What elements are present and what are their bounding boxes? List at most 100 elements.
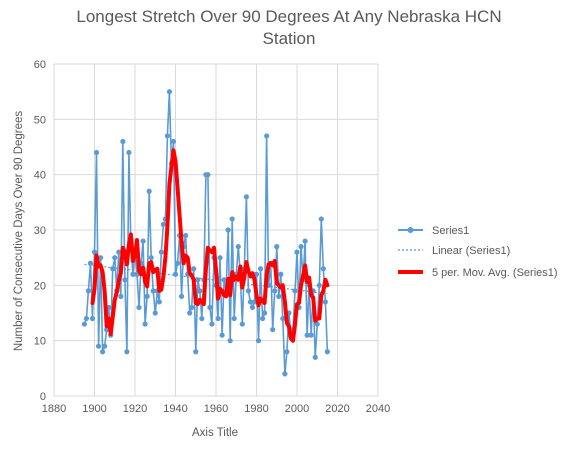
series1-point xyxy=(243,194,249,200)
series1-point xyxy=(308,332,314,338)
series1-point xyxy=(130,271,136,277)
legend-item-moving-average: 5 per. Mov. Avg. (Series1) xyxy=(398,267,558,279)
legend: Series1 Linear (Series1) 5 per. Mov. Avg… xyxy=(398,225,558,279)
y-tick-label: 10 xyxy=(34,336,46,348)
series1-point xyxy=(284,349,290,355)
x-tick-label: 2040 xyxy=(366,403,390,415)
series1-point xyxy=(118,293,124,299)
series1-point xyxy=(140,238,146,244)
series1-point xyxy=(172,271,179,277)
chart-title-line-1: Longest Stretch Over 90 Degrees At Any N… xyxy=(76,7,501,26)
series1-point xyxy=(209,321,215,327)
series1-point xyxy=(158,249,164,255)
series1-point xyxy=(282,371,288,377)
series1-point xyxy=(174,260,181,266)
series1-point xyxy=(199,315,205,322)
y-axis-title: Number of Consecutive Days Over 90 Degre… xyxy=(13,111,25,352)
series1-point xyxy=(126,149,132,156)
series1-point xyxy=(193,349,199,355)
x-tick-label: 2020 xyxy=(325,403,349,415)
series1-point xyxy=(81,321,87,327)
series1-point xyxy=(270,327,276,333)
x-tick-label: 1940 xyxy=(163,403,187,415)
series1-point xyxy=(316,282,322,288)
series1-point xyxy=(239,321,245,327)
y-tick-label: 50 xyxy=(34,114,46,126)
series1-point xyxy=(302,238,308,244)
series1-point xyxy=(231,315,237,322)
series1-point xyxy=(195,277,201,283)
series1-point xyxy=(87,260,94,266)
series1-point xyxy=(292,288,298,294)
series1-point xyxy=(146,188,152,194)
legend-series1-marker xyxy=(407,227,414,233)
series1-point xyxy=(112,255,118,261)
series1-point xyxy=(298,244,304,250)
series1-point xyxy=(189,304,195,311)
series1-point xyxy=(110,266,116,272)
series1-point xyxy=(95,343,102,349)
series1-point xyxy=(83,315,89,322)
series1-point xyxy=(93,149,100,156)
series1-point xyxy=(120,138,126,145)
series1-point xyxy=(221,277,227,283)
chart-title-line-2: Station xyxy=(263,29,316,48)
series1-point xyxy=(257,266,264,272)
x-tick-label: 1980 xyxy=(244,403,268,415)
series1-point xyxy=(170,138,177,145)
series1-point xyxy=(166,89,173,95)
series1-point xyxy=(255,338,262,344)
series1-point xyxy=(148,255,154,261)
series1-point xyxy=(205,172,211,178)
series1-point xyxy=(229,216,235,222)
moving-average-layer xyxy=(90,148,330,343)
legend-series1-label: Series1 xyxy=(432,225,469,237)
series1-point xyxy=(89,315,96,322)
series1-point xyxy=(144,293,150,299)
series1-point xyxy=(304,332,310,338)
series1-point xyxy=(122,277,128,283)
series1-point xyxy=(324,349,330,355)
series1-point xyxy=(85,288,92,294)
x-tick-label: 1920 xyxy=(123,403,147,415)
legend-item-linear: Linear (Series1) xyxy=(398,245,510,257)
series1-point xyxy=(259,315,266,322)
series1-point xyxy=(235,244,241,250)
y-tick-label: 20 xyxy=(34,280,46,292)
series1-point xyxy=(102,343,108,349)
series1-point xyxy=(191,266,197,272)
series1-point xyxy=(227,338,233,344)
series1-point xyxy=(142,321,148,327)
series1-point xyxy=(152,310,158,316)
series1-point xyxy=(272,288,278,294)
series1-point xyxy=(225,227,231,233)
series1-point xyxy=(183,232,189,239)
series1-point xyxy=(207,304,213,311)
series1-point xyxy=(312,354,318,360)
x-tick-label: 2000 xyxy=(285,403,309,415)
y-tick-label: 30 xyxy=(34,225,46,237)
y-axis-ticks: 0 10 20 30 40 50 60 xyxy=(34,59,46,403)
series1-point xyxy=(197,288,203,294)
series1-point xyxy=(219,332,225,338)
series1-point xyxy=(318,216,324,222)
series1-point xyxy=(262,310,268,316)
series1-point xyxy=(91,249,98,255)
series1-point xyxy=(100,349,106,355)
series1-point xyxy=(217,255,223,261)
series1-point xyxy=(320,266,326,272)
series1-point xyxy=(276,293,282,299)
series1-point xyxy=(245,288,251,294)
series1-point xyxy=(215,315,221,322)
series1-point xyxy=(136,304,142,311)
series1-point xyxy=(294,249,300,255)
series1-point xyxy=(274,244,280,250)
series1-point xyxy=(164,133,170,139)
series1-point xyxy=(314,321,320,327)
series1-point xyxy=(247,299,254,305)
y-tick-label: 60 xyxy=(34,59,46,71)
x-axis-title: Axis Title xyxy=(192,427,238,439)
y-tick-label: 40 xyxy=(34,170,46,182)
series1-point xyxy=(278,271,284,277)
